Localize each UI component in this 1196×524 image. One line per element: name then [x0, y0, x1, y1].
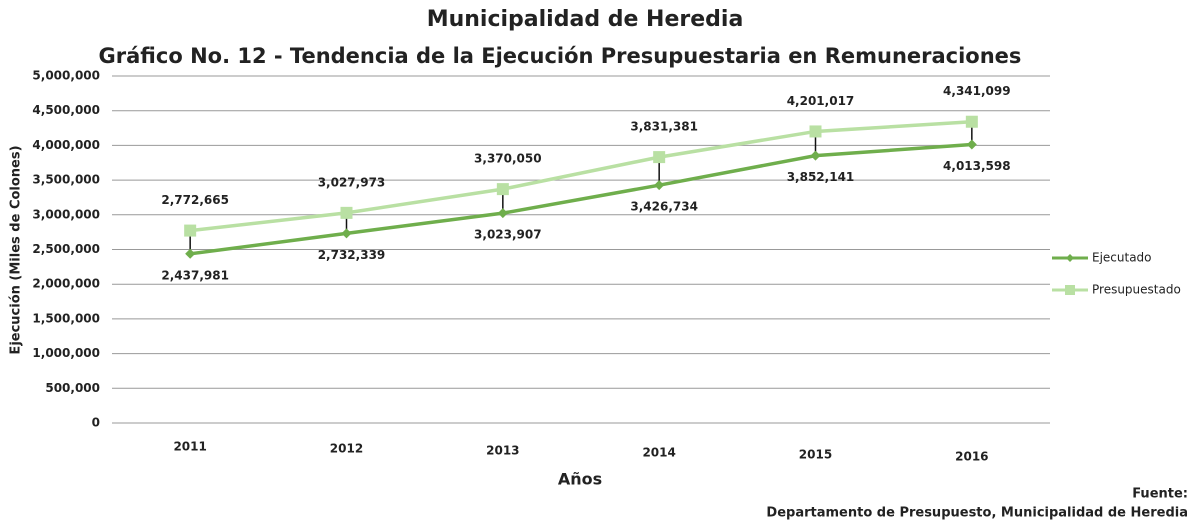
point-marker: [810, 150, 821, 161]
series-line: [189, 119, 972, 233]
series-line: [189, 142, 972, 256]
chart-title: Municipalidad de Heredia: [427, 7, 744, 32]
point-marker: [654, 180, 665, 191]
x-tick-label: 2016: [955, 450, 988, 464]
data-label: 4,013,598: [943, 159, 1011, 173]
source-label: Fuente:: [1132, 487, 1188, 502]
point-marker: [965, 115, 978, 128]
chart-subtitle: Gráfico No. 12 - Tendencia de la Ejecuci…: [99, 44, 1022, 68]
point-marker: [184, 224, 197, 237]
legend-label: Presupuestado: [1092, 283, 1181, 297]
y-tick-label: 5,000,000: [32, 69, 100, 83]
data-label: 3,023,907: [474, 228, 542, 242]
point-marker: [341, 228, 352, 239]
x-tick-label: 2011: [173, 440, 206, 454]
legend-marker: [1065, 285, 1075, 295]
y-tick-label: 4,000,000: [32, 138, 100, 152]
y-tick-label: 500,000: [45, 381, 100, 395]
data-label: 4,341,099: [943, 84, 1011, 98]
point-marker: [653, 151, 666, 164]
data-label: 3,852,141: [787, 170, 855, 184]
point-marker: [340, 206, 353, 219]
y-tick-label: 4,500,000: [32, 103, 100, 117]
point-marker: [496, 183, 509, 196]
y-tick-label: 3,500,000: [32, 173, 100, 187]
x-tick-label: 2014: [642, 446, 675, 460]
data-label: 3,426,734: [630, 200, 698, 214]
point-marker: [809, 125, 822, 138]
x-axis-label: Años: [558, 470, 602, 489]
data-label: 2,732,339: [318, 248, 386, 262]
data-label: 4,201,017: [787, 94, 855, 108]
y-tick-label: 3,000,000: [32, 207, 100, 221]
data-label: 3,370,050: [474, 152, 542, 166]
y-tick-label: 1,500,000: [32, 311, 100, 325]
y-axis-label: Ejecución (Miles de Colones): [9, 145, 24, 354]
point-marker: [185, 248, 196, 259]
data-label: 3,831,381: [630, 120, 698, 134]
x-tick-label: 2015: [799, 448, 832, 462]
y-tick-label: 0: [92, 416, 100, 430]
y-tick-label: 2,000,000: [32, 277, 100, 291]
y-tick-label: 2,500,000: [32, 242, 100, 256]
x-tick-label: 2012: [330, 442, 363, 456]
source: Departamento de Presupuesto, Municipalid…: [766, 506, 1188, 521]
data-label: 3,027,973: [318, 175, 386, 189]
point-marker: [497, 208, 508, 219]
legend-marker: [1066, 254, 1074, 262]
y-tick-label: 1,000,000: [32, 346, 100, 360]
x-tick-label: 2013: [486, 444, 519, 458]
legend-label: Ejecutado: [1092, 251, 1152, 265]
data-label: 2,437,981: [161, 268, 229, 282]
data-label: 2,772,665: [161, 193, 229, 207]
point-marker: [966, 139, 977, 150]
